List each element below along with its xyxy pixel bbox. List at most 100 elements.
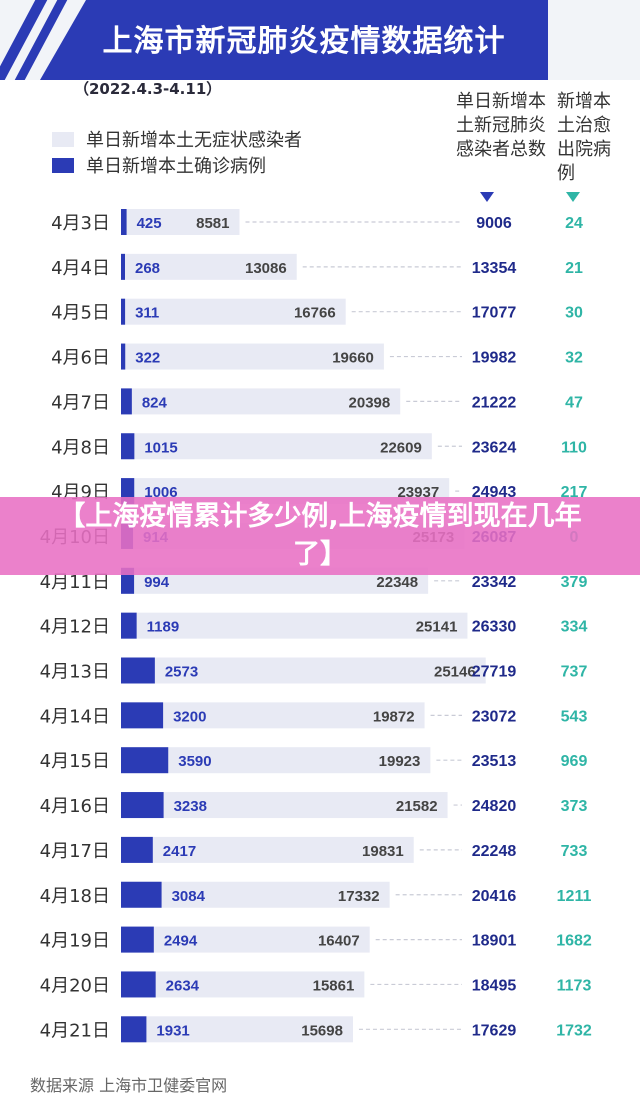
total-column-header: 单日新增本土新冠肺炎感染者总数 <box>456 91 546 160</box>
legend-item-confirmed: 单日新增本土确诊病例 <box>52 152 302 178</box>
total-value: 13354 <box>472 260 517 277</box>
overlay-banner: 【上海疫情累计多少例,上海疫情到现在几年了】 <box>0 497 640 575</box>
asymptomatic-value: 21582 <box>396 798 438 815</box>
date-label: 4月16日 <box>40 796 110 817</box>
asymptomatic-value: 15698 <box>301 1022 343 1039</box>
legend-label: 单日新增本土确诊病例 <box>86 156 266 177</box>
recovered-value: 373 <box>561 798 588 815</box>
bar-asymptomatic <box>121 836 414 863</box>
bar-confirmed <box>121 298 126 325</box>
total-value: 22248 <box>472 843 517 860</box>
total-value: 20416 <box>472 888 517 905</box>
date-label: 4月7日 <box>51 392 110 413</box>
bar-asymptomatic <box>121 792 448 819</box>
date-label: 4月12日 <box>40 617 110 638</box>
asymptomatic-value: 17332 <box>338 888 380 905</box>
asymptomatic-value: 19872 <box>373 708 415 725</box>
total-value: 18901 <box>472 933 517 950</box>
date-label: 4月4日 <box>51 258 110 279</box>
asymptomatic-value: 19923 <box>379 753 421 770</box>
bar-confirmed <box>121 612 137 639</box>
asymptomatic-value: 15861 <box>313 977 355 994</box>
total-value: 23072 <box>472 708 517 725</box>
asymptomatic-value: 23937 <box>397 484 439 501</box>
bar-asymptomatic <box>121 1016 353 1043</box>
bar-asymptomatic <box>121 433 432 460</box>
total-value: 23342 <box>472 574 517 591</box>
bar-confirmed <box>121 209 127 235</box>
total-value: 26330 <box>472 619 517 636</box>
page-title: 上海市新冠肺炎疫情数据统计 <box>102 24 506 59</box>
confirmed-value: 322 <box>135 350 160 367</box>
confirmed-value: 268 <box>135 260 160 277</box>
legend-label: 单日新增本土无症状感染者 <box>86 130 302 151</box>
confirmed-value: 1931 <box>156 1022 189 1039</box>
confirmed-value: 2573 <box>165 664 198 681</box>
recovered-value: 32 <box>565 350 583 367</box>
legend-swatch <box>52 157 74 173</box>
recovered-value: 1211 <box>557 888 592 905</box>
bar-confirmed <box>121 971 156 998</box>
total-value: 9006 <box>476 215 512 232</box>
bar-confirmed <box>121 747 169 774</box>
asymptomatic-value: 13086 <box>245 260 287 277</box>
bar-asymptomatic <box>121 702 425 729</box>
confirmed-value: 311 <box>135 305 159 322</box>
confirmed-value: 3200 <box>173 708 206 725</box>
data-source: 数据来源 上海市卫健委官网 <box>30 1076 228 1095</box>
asymptomatic-value: 8581 <box>196 215 229 232</box>
bar-asymptomatic <box>121 388 401 415</box>
recovered-value: 24 <box>565 215 583 232</box>
recovered-value: 30 <box>565 305 583 322</box>
bar-confirmed <box>121 433 135 460</box>
confirmed-value: 1189 <box>147 619 180 636</box>
total-arrow-icon <box>480 192 494 202</box>
confirmed-value: 994 <box>144 574 170 591</box>
recovered-column-header: 新增本土治愈出院病例 <box>557 91 611 184</box>
bar-confirmed <box>121 657 155 684</box>
asymptomatic-value: 22609 <box>380 439 422 456</box>
date-range: （2022.4.3-4.11） <box>74 80 222 98</box>
bar-asymptomatic <box>121 612 468 639</box>
recovered-value: 1682 <box>556 933 592 950</box>
total-value: 17629 <box>472 1022 517 1039</box>
confirmed-value: 2417 <box>163 843 196 860</box>
total-value: 23624 <box>472 439 517 456</box>
confirmed-value: 1006 <box>144 484 177 501</box>
date-label: 4月15日 <box>40 751 110 772</box>
date-label: 4月6日 <box>51 348 110 369</box>
asymptomatic-value: 19831 <box>362 843 404 860</box>
total-value: 27719 <box>472 664 517 681</box>
date-label: 4月8日 <box>51 437 110 458</box>
recovered-value: 969 <box>561 753 588 770</box>
bar-asymptomatic <box>121 657 486 684</box>
bar-asymptomatic <box>121 747 431 774</box>
total-value: 21222 <box>472 394 517 411</box>
bar-asymptomatic <box>121 881 390 908</box>
asymptomatic-value: 20398 <box>349 394 391 411</box>
title-banner: 上海市新冠肺炎疫情数据统计 <box>0 0 640 80</box>
asymptomatic-value: 25141 <box>416 619 458 636</box>
total-value: 24943 <box>472 484 517 501</box>
recovered-value: 737 <box>561 664 588 681</box>
confirmed-value: 2494 <box>164 933 198 950</box>
bar-confirmed <box>121 926 154 953</box>
total-value: 17077 <box>472 305 517 322</box>
confirmed-value: 824 <box>142 394 168 411</box>
bar-asymptomatic <box>121 253 297 280</box>
bar-asymptomatic <box>121 343 384 370</box>
asymptomatic-value: 16766 <box>294 305 336 322</box>
overlay-text: 【上海疫情累计多少例,上海疫情到现在几年了】 <box>58 501 582 570</box>
bar-confirmed <box>121 836 153 863</box>
asymptomatic-value: 19660 <box>332 350 374 367</box>
confirmed-value: 3084 <box>172 888 206 905</box>
bar-confirmed <box>121 881 162 908</box>
bar-confirmed <box>121 1016 147 1043</box>
bar-asymptomatic <box>121 298 346 325</box>
recovered-value: 543 <box>561 708 588 725</box>
recovered-value: 217 <box>561 484 588 501</box>
bar-confirmed <box>121 792 164 819</box>
recovered-value: 334 <box>561 619 588 636</box>
date-label: 4月13日 <box>40 662 110 683</box>
bar-confirmed <box>121 253 125 280</box>
